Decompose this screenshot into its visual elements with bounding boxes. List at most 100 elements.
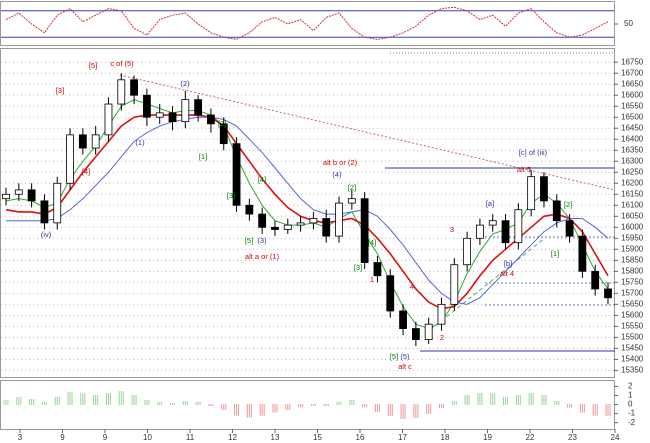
candle-body	[271, 226, 279, 230]
candle-body	[117, 79, 126, 105]
y-tick-label: 50	[624, 19, 633, 28]
candle-body	[14, 189, 23, 195]
candle-body	[27, 189, 36, 202]
moving-average	[5, 114, 609, 310]
candle-body	[373, 262, 382, 277]
wave-label: [5]	[89, 61, 97, 70]
candle-body	[347, 198, 356, 204]
y-tick-label: 15450	[621, 343, 644, 352]
oscillator-line	[5, 6, 609, 40]
y-tick-label: 16750	[621, 57, 644, 66]
price-panel	[0, 48, 615, 378]
y-tick-label: 2	[628, 382, 633, 391]
x-tick-label: 9	[103, 433, 108, 442]
channel-line	[429, 237, 546, 331]
candle-body	[463, 237, 472, 266]
y-tick-label: 16050	[621, 211, 644, 220]
wave-label: (iv)	[41, 230, 52, 239]
wave-label: 4	[410, 282, 414, 291]
histogram-panel	[0, 380, 615, 430]
candle-body	[540, 176, 548, 202]
wave-label: [c] of (iii)	[519, 148, 548, 157]
wave-label: 3	[450, 225, 454, 234]
candle-body	[488, 220, 497, 226]
y-tick-label: 0	[628, 400, 633, 409]
y-tick-label: 15700	[621, 288, 644, 297]
y-tick-label: 15800	[621, 266, 644, 275]
candle-body	[411, 328, 420, 340]
y-tick-label: 15400	[621, 354, 644, 363]
candle-body	[399, 310, 407, 329]
candle-body	[258, 213, 267, 228]
candle-body	[296, 222, 305, 226]
x-tick-label: 3	[18, 433, 23, 442]
wave-label: [3]	[56, 86, 64, 95]
candle-body	[501, 220, 510, 244]
candle-body	[207, 114, 215, 125]
candle-body	[552, 200, 561, 222]
x-tick-label: 10	[143, 433, 152, 442]
wave-label: [3]	[354, 263, 362, 272]
wave-label: [4]	[368, 238, 376, 247]
candle-body	[565, 220, 574, 237]
wave-label: 1	[370, 275, 374, 284]
candle-body	[232, 143, 241, 206]
wave-label: [2]	[348, 183, 356, 192]
y-tick-label: 16500	[621, 112, 644, 121]
y-tick-label: 1	[628, 391, 633, 400]
y-tick-label: 15900	[621, 244, 644, 253]
wave-label: alt c	[398, 362, 412, 371]
x-tick-label: 23	[568, 433, 577, 442]
x-tick-label: 16	[356, 433, 365, 442]
candle-body	[604, 288, 612, 299]
y-tick-label: 16400	[621, 134, 644, 143]
y-tick-label: 15650	[621, 299, 644, 308]
y-tick-label: -2	[628, 418, 636, 427]
candle-body	[591, 270, 600, 290]
wave-label: [5]	[245, 236, 253, 245]
y-tick-label: 16650	[621, 79, 644, 88]
y-tick-label: 15600	[621, 310, 644, 319]
y-tick-label: 16450	[621, 123, 644, 132]
candle-body	[450, 264, 459, 305]
candle-body	[527, 176, 536, 211]
wave-label: [b]	[504, 259, 512, 268]
y-tick-label: 15350	[621, 366, 644, 375]
y-tick-label: 16300	[621, 156, 644, 165]
moving-average	[6, 116, 609, 305]
candle-body	[40, 200, 49, 224]
wave-label: alt b or (2)	[323, 158, 358, 167]
y-tick-label: -1	[628, 409, 636, 418]
wave-label: 2	[440, 333, 444, 342]
x-tick-label: 24	[611, 433, 620, 442]
y-tick-label: 16100	[621, 200, 644, 209]
wave-label: [a]	[486, 199, 494, 208]
candle-body	[476, 224, 484, 239]
y-tick-label: 16350	[621, 145, 644, 154]
candle-body	[335, 202, 343, 237]
candle-body	[2, 193, 10, 200]
x-tick-label: 13	[271, 433, 280, 442]
candle-body	[514, 209, 523, 244]
candle-body	[283, 224, 292, 230]
wave-label: [1]	[551, 249, 559, 258]
y-tick-label: 16550	[621, 101, 644, 110]
y-tick-label: 16150	[621, 189, 644, 198]
candle-body	[309, 218, 318, 224]
candle-body	[578, 235, 587, 272]
x-tick-label: 9	[60, 433, 65, 442]
y-tick-label: 15850	[621, 255, 644, 264]
candle-body	[78, 134, 87, 149]
candle-body	[360, 198, 369, 263]
candle-body	[245, 204, 254, 215]
candle-body	[53, 182, 62, 224]
x-tick-label: 19	[483, 433, 492, 442]
y-tick-label: 16600	[621, 90, 644, 99]
x-tick-label: 11	[186, 433, 195, 442]
wave-label: [2]	[218, 119, 226, 128]
candle-body	[104, 103, 113, 136]
candle-body	[168, 112, 177, 123]
wave-label: [4]	[82, 167, 90, 176]
y-tick-label: 16200	[621, 178, 644, 187]
candle-body	[194, 99, 203, 116]
